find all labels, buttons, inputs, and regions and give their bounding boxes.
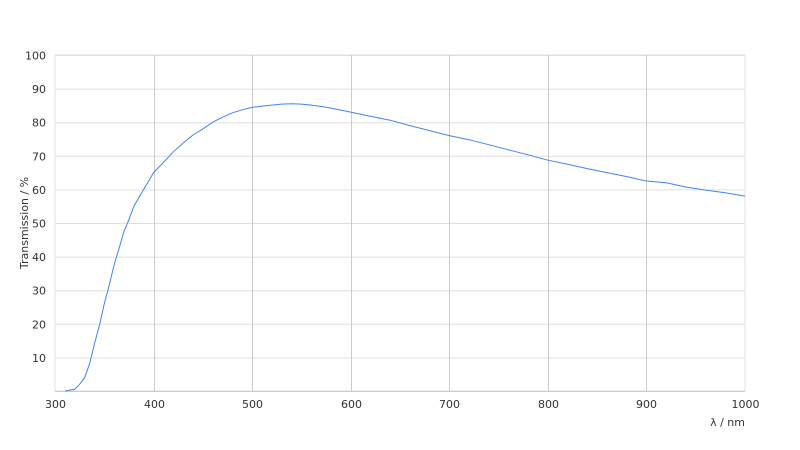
x-tick-label: 400 xyxy=(144,398,165,411)
grid xyxy=(54,54,746,392)
x-tick-label: 600 xyxy=(341,398,362,411)
y-tick-label: 100 xyxy=(25,50,46,63)
y-tick-label: 20 xyxy=(32,318,46,331)
y-tick-label: 60 xyxy=(32,184,46,197)
y-tick-label: 40 xyxy=(32,251,46,264)
y-tick-label: 10 xyxy=(32,352,46,365)
y-tick-label: 70 xyxy=(32,150,46,163)
tick-labels: 10 20 30 40 50 60 70 80 90 100 300 400 500 600 700 800 9… xyxy=(25,50,760,412)
x-tick-label: 700 xyxy=(439,398,460,411)
x-tick-label: 1000 xyxy=(732,398,760,411)
y-axis-label: Transmission / % xyxy=(18,177,31,270)
y-tick-label: 50 xyxy=(32,218,46,231)
x-tick-label: 900 xyxy=(636,398,657,411)
x-axis-label: λ / nm xyxy=(710,416,745,429)
x-tick-label: 800 xyxy=(538,398,559,411)
series-line xyxy=(64,103,746,392)
x-tick-label: 300 xyxy=(45,398,66,411)
y-tick-label: 90 xyxy=(32,83,46,96)
x-tick-label: 500 xyxy=(242,398,263,411)
y-tick-label: 30 xyxy=(32,285,46,298)
y-tick-label: 80 xyxy=(32,117,46,130)
